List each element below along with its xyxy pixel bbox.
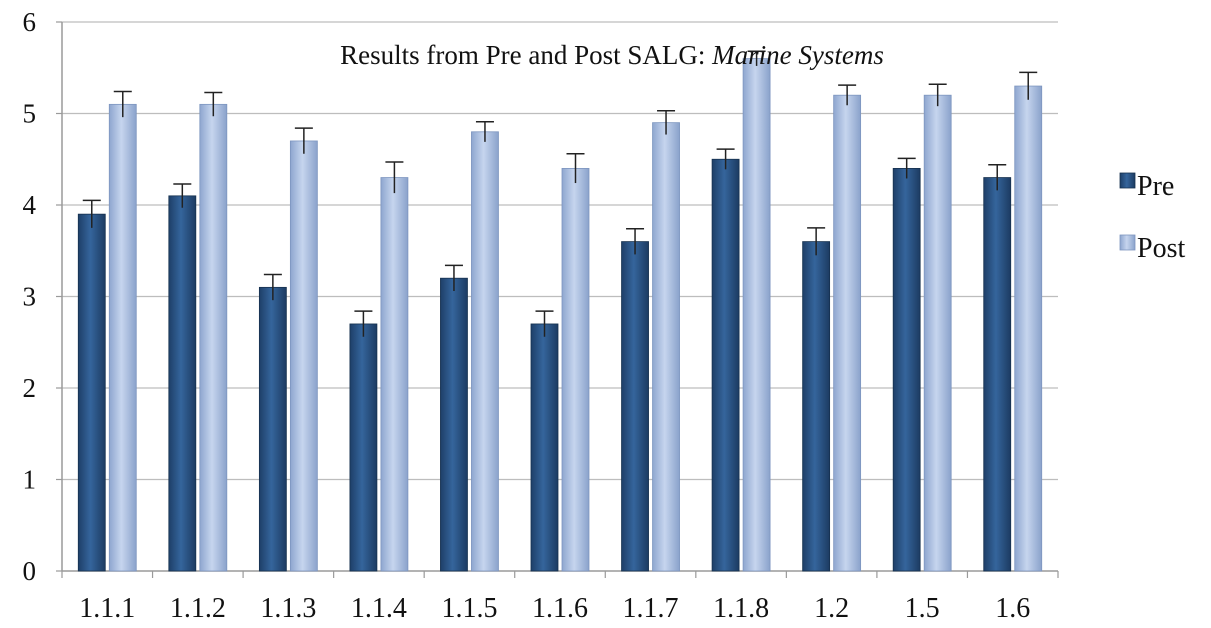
y-tick-label: 0 <box>23 556 37 586</box>
legend-swatch-post <box>1120 235 1135 250</box>
bar-post-1.2 <box>834 95 861 571</box>
bar-pre-1.1.2 <box>169 196 196 571</box>
chart-title-italic: Marine Systems <box>711 40 884 70</box>
legend-label-post: Post <box>1137 233 1185 264</box>
legend-label-pre: Pre <box>1137 171 1174 202</box>
bar-pre-1.1.5 <box>440 278 467 571</box>
x-tick-label: 1.1.3 <box>260 593 316 624</box>
x-tick-label: 1.1.1 <box>79 593 135 624</box>
bar-pre-1.1.7 <box>622 242 649 571</box>
bar-post-1.1.8 <box>743 59 770 571</box>
bar-post-1.6 <box>1015 86 1042 571</box>
bar-pre-1.6 <box>984 178 1011 571</box>
y-tick-label: 4 <box>23 190 37 220</box>
x-tick-label: 1.1.4 <box>351 593 407 624</box>
x-tick-label: 1.6 <box>995 593 1030 624</box>
bar-pre-1.1.8 <box>712 159 739 571</box>
bar-pre-1.5 <box>893 168 920 571</box>
bar-post-1.1.4 <box>381 178 408 571</box>
bar-pre-1.1.6 <box>531 324 558 571</box>
chart-title: Results from Pre and Post SALG: Marine S… <box>340 40 884 70</box>
x-tick-label: 1.1.5 <box>441 593 497 624</box>
bar-post-1.1.7 <box>653 123 680 571</box>
bar-pre-1.1.3 <box>259 287 286 571</box>
x-tick-label: 1.2 <box>814 593 849 624</box>
bar-post-1.1.2 <box>200 104 227 571</box>
legend-swatch-pre <box>1120 173 1135 188</box>
bar-post-1.1.6 <box>562 168 589 571</box>
x-tick-label: 1.5 <box>905 593 940 624</box>
bar-pre-1.1.1 <box>78 214 105 571</box>
y-tick-label: 1 <box>23 465 37 495</box>
y-tick-label: 2 <box>23 373 37 403</box>
x-tick-label: 1.1.2 <box>170 593 226 624</box>
bar-pre-1.1.4 <box>350 324 377 571</box>
bar-post-1.1.1 <box>109 104 136 571</box>
x-tick-label: 1.1.7 <box>623 593 679 624</box>
legend: Pre Post <box>1120 171 1185 264</box>
x-tick-label: 1.1.8 <box>713 593 769 624</box>
bar-pre-1.2 <box>803 242 830 571</box>
x-tick-label: 1.1.6 <box>532 593 588 624</box>
bar-post-1.5 <box>924 95 951 571</box>
y-tick-label: 6 <box>23 7 37 37</box>
bars <box>78 51 1041 571</box>
y-tick-label: 3 <box>23 282 37 312</box>
y-tick-label: 5 <box>23 99 37 129</box>
chart-title-main: Results from Pre and Post SALG: <box>340 40 712 70</box>
bar-post-1.1.3 <box>290 141 317 571</box>
bar-post-1.1.5 <box>471 132 498 571</box>
